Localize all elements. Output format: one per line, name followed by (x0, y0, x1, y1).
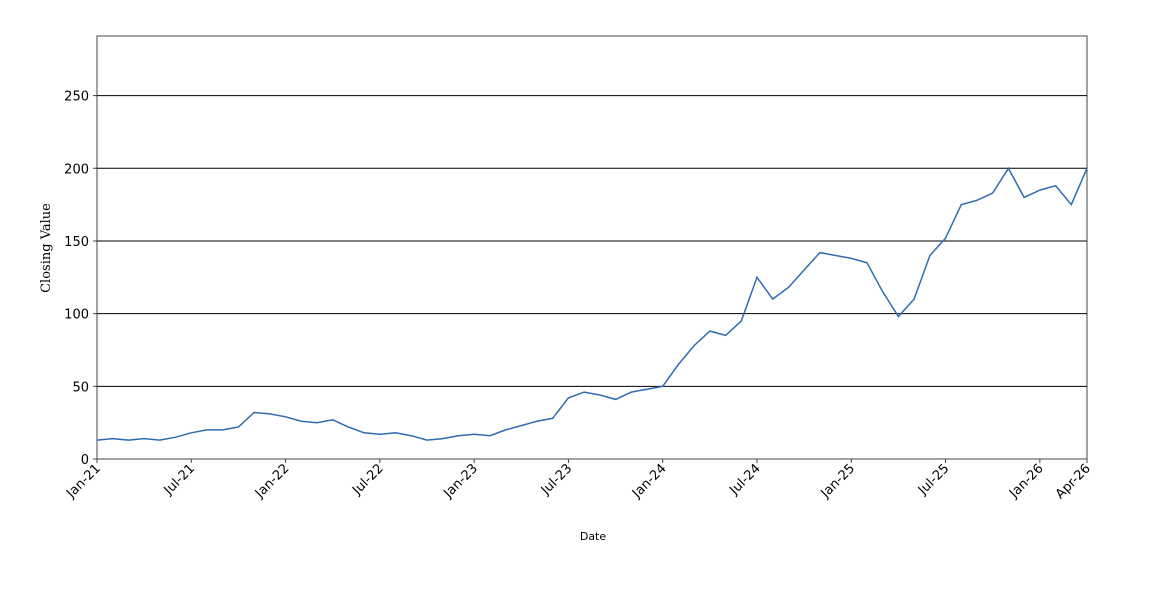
x-tick-label: Jan-24 (629, 461, 670, 502)
x-tick-label: Jul-22 (349, 461, 386, 498)
y-tick-label: 250 (64, 90, 89, 105)
x-tick-label: Jan-25 (818, 461, 859, 502)
y-tick-label: 50 (72, 380, 89, 395)
y-tick-label: 100 (64, 308, 89, 323)
y-axis-label: Closing Value (39, 203, 54, 293)
x-tick-label: Jan-26 (1006, 461, 1047, 502)
x-tick-label: Jan-22 (252, 461, 293, 502)
plot-area (96, 35, 1088, 460)
x-tick-label: Jul-21 (161, 461, 198, 498)
x-tick-label: Jul-25 (915, 461, 952, 498)
x-tick-label: Apr-26 (1053, 461, 1094, 502)
y-tick-label: 150 (64, 235, 89, 250)
line-series (96, 166, 1088, 441)
y-tick-label: 200 (64, 162, 89, 177)
x-tick-label: Jul-23 (538, 461, 575, 498)
x-tick-label: Jul-24 (726, 461, 763, 498)
x-tick-label: Jan-23 (440, 461, 481, 502)
y-tick-label: 0 (81, 453, 89, 468)
x-axis-label: Date (580, 530, 607, 543)
